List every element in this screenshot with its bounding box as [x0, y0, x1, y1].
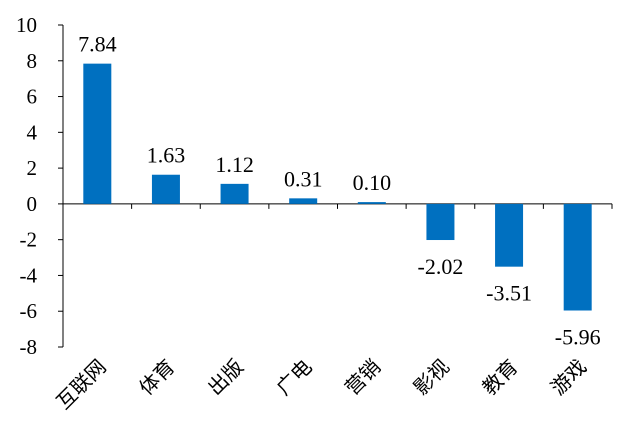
- bar-4: [289, 198, 318, 204]
- y-tick-label: 2: [27, 156, 38, 180]
- bar-7: [495, 203, 524, 267]
- y-tick-label: 4: [27, 120, 38, 144]
- bar-5: [357, 202, 386, 204]
- bar-1: [83, 63, 112, 204]
- y-tick-label: -8: [20, 335, 38, 359]
- data-label: 1.12: [215, 152, 254, 177]
- data-label: -5.96: [555, 325, 601, 350]
- y-tick-label: 8: [27, 49, 38, 73]
- bars-layer: [83, 63, 592, 311]
- y-tick-label: -6: [20, 299, 38, 323]
- y-tick-label: 0: [27, 192, 38, 216]
- y-tick-label: 6: [27, 85, 38, 109]
- data-label: 1.63: [147, 143, 186, 168]
- data-label: -2.02: [418, 254, 464, 279]
- x-category-label: 营销: [340, 355, 385, 400]
- x-category-label: 教育: [477, 355, 522, 400]
- x-category-label: 互联网: [51, 355, 110, 414]
- bar-2: [151, 174, 180, 204]
- y-tick-label: -4: [20, 263, 38, 287]
- bar-3: [220, 183, 249, 204]
- x-category-label: 影视: [409, 355, 454, 400]
- x-category-label: 出版: [203, 355, 248, 400]
- x-category-label: 体育: [134, 355, 179, 400]
- y-tick-label: -2: [20, 228, 38, 252]
- x-category-label: 游戏: [546, 355, 591, 400]
- x-category-label: 广电: [271, 355, 316, 400]
- bar-6: [426, 203, 455, 241]
- data-label: 0.10: [353, 170, 392, 195]
- data-label: 0.31: [284, 166, 323, 191]
- bar-8: [563, 203, 592, 311]
- y-tick-label: 10: [16, 13, 37, 37]
- data-label: 7.84: [78, 32, 117, 57]
- data-label: -3.51: [486, 281, 532, 306]
